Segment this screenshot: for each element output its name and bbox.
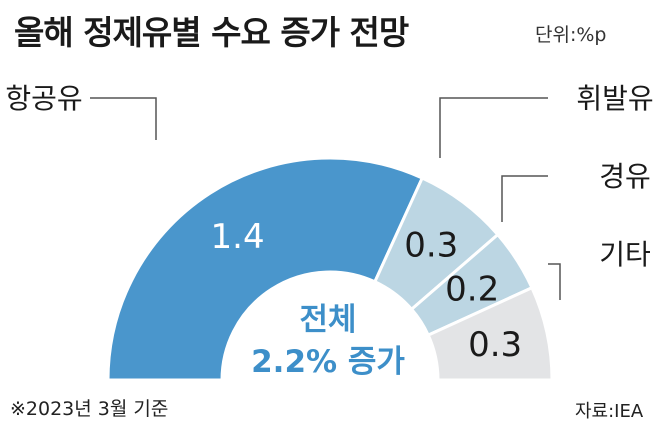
center-label-line-2: 2.2% 증가 — [251, 344, 405, 380]
slice-1-arc — [106, 156, 425, 382]
unit-label: 단위:%p — [535, 24, 607, 46]
slice-4-category-label: 기타 — [599, 238, 651, 271]
center-label-line-1: 전체 — [299, 302, 356, 338]
slice-3-value-label: 0.2 — [445, 270, 499, 310]
slice-4-arc — [426, 285, 554, 382]
source-label: 자료:IEA — [575, 401, 644, 422]
slice-2-leader-line — [439, 97, 548, 158]
slice-4-leader-line — [548, 263, 561, 300]
chart-title: 올해 정제유별 수요 증가 전망 — [14, 13, 409, 52]
slice-1-leader-line — [90, 97, 157, 140]
slice-1-category-label: 항공유 — [5, 82, 82, 115]
slice-3-leader-line — [501, 175, 548, 222]
slice-2-category-label: 휘발유 — [576, 82, 653, 115]
slice-3-category-label: 경유 — [599, 160, 651, 193]
slice-2-value-label: 0.3 — [404, 226, 458, 266]
footnote: ※2023년 3월 기준 — [10, 398, 169, 420]
slice-4-value-label: 0.3 — [468, 325, 522, 365]
slice-1-value-label: 1.4 — [211, 217, 265, 257]
